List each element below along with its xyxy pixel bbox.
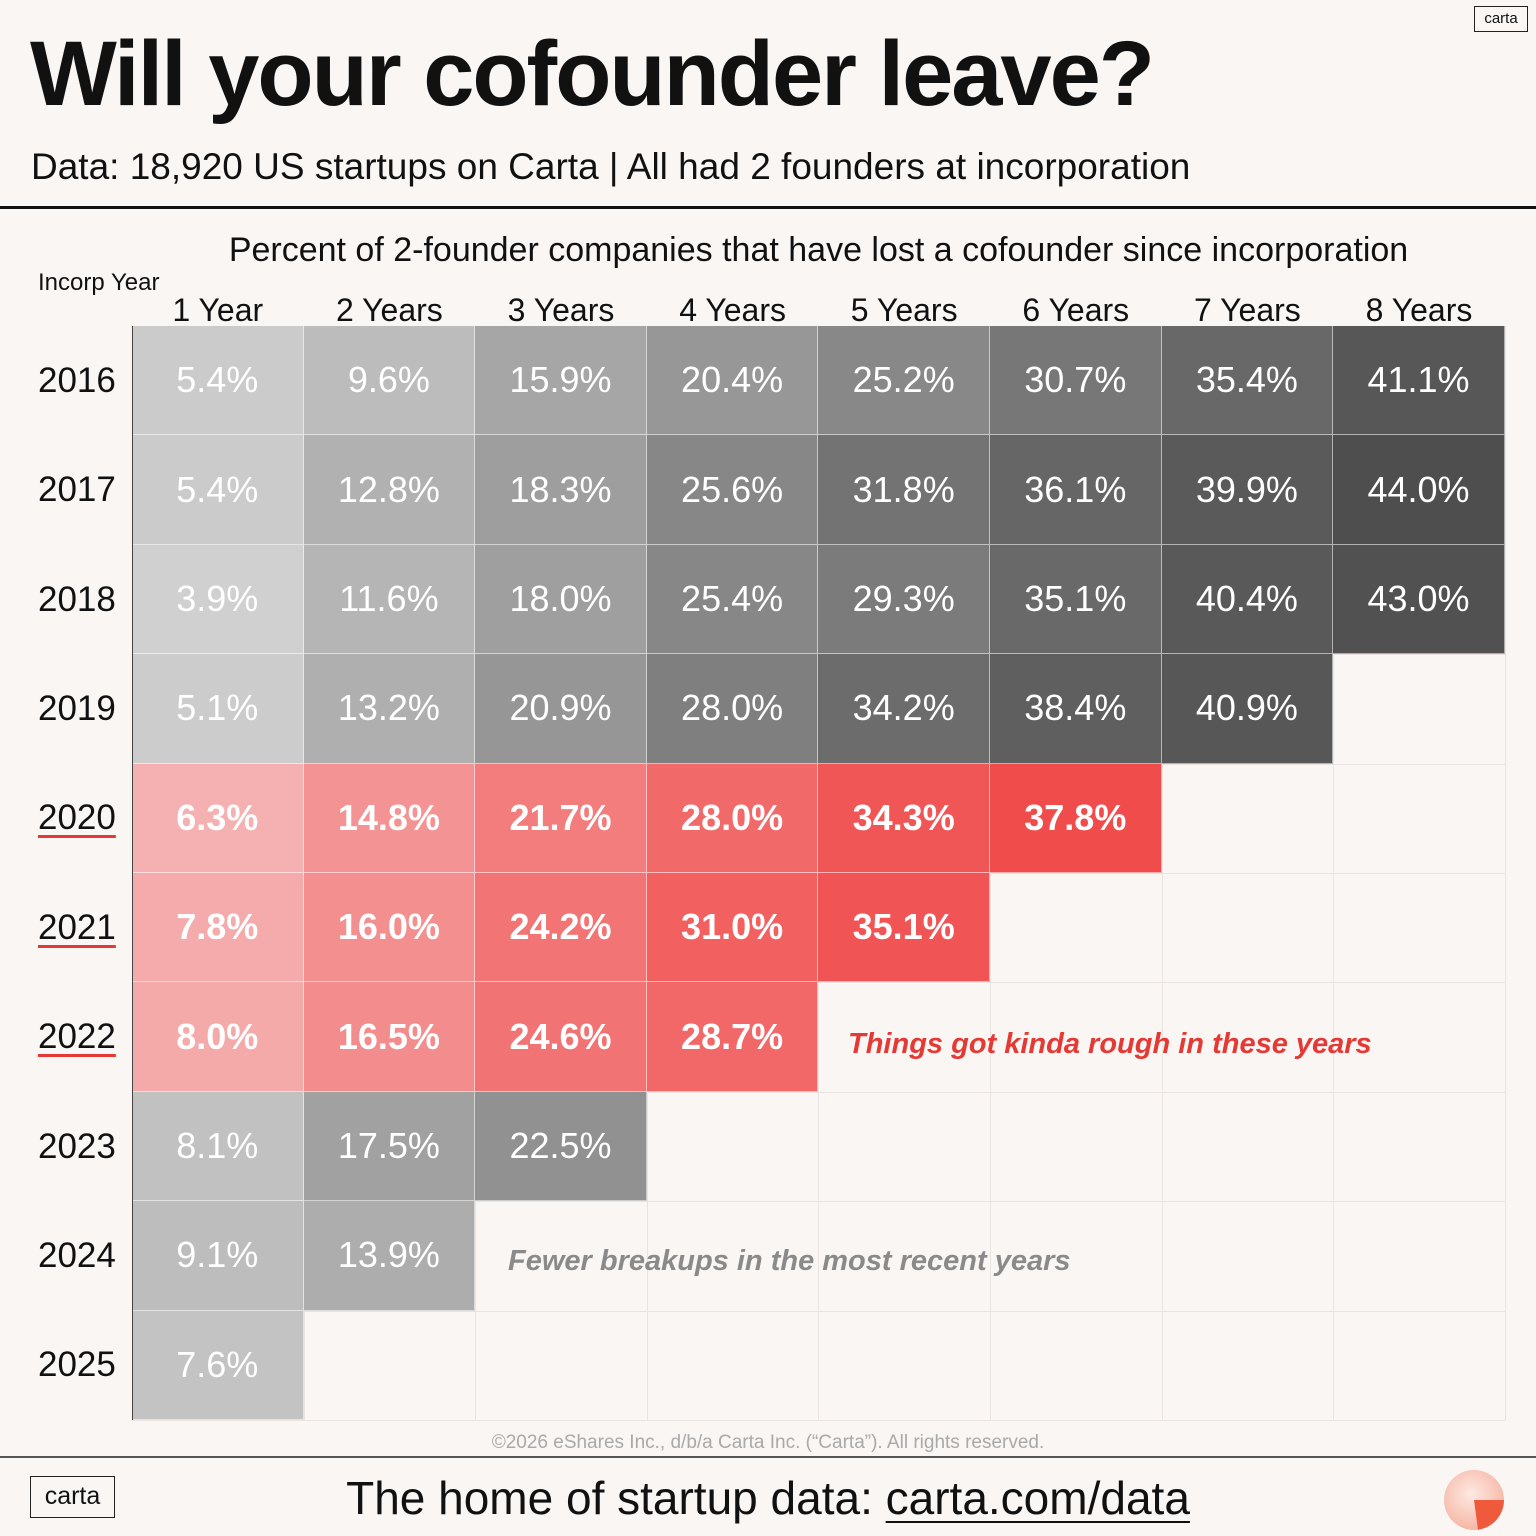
grid-line-horizontal: [132, 1091, 1505, 1093]
heatmap-cell: 7.8%: [132, 873, 304, 983]
tagline-text: The home of startup data:: [346, 1472, 886, 1524]
heatmap-cell: 44.0%: [1333, 435, 1505, 545]
heatmap-cell: 34.3%: [818, 763, 990, 873]
heatmap-cell: 15.9%: [475, 326, 647, 436]
heatmap-cell: 35.1%: [990, 544, 1162, 655]
heatmap-cell: 36.1%: [990, 435, 1162, 545]
heatmap-cell: 34.2%: [818, 654, 990, 764]
row-label-year: 2018: [38, 579, 116, 619]
heatmap-cell: 25.4%: [646, 544, 819, 655]
row-label-year: 2016: [38, 360, 116, 400]
heatmap-cell: 8.1%: [132, 1091, 304, 1202]
heatmap-cell: 5.4%: [132, 435, 304, 545]
column-label: 4 Years: [679, 292, 786, 328]
grid-line-vertical: [1504, 326, 1506, 1420]
heatmap-cell: 6.3%: [132, 763, 304, 873]
heatmap-cell: 18.0%: [475, 544, 647, 655]
column-label: 2 Years: [336, 292, 443, 328]
grid-line-horizontal: [132, 982, 1505, 984]
bottom-divider: [0, 1456, 1536, 1458]
heatmap-cell: 14.8%: [303, 763, 476, 873]
row-label-year: 2019: [38, 688, 116, 728]
heatmap-cell: 20.9%: [475, 654, 647, 764]
heatmap-cell: 28.0%: [646, 654, 819, 764]
heatmap-cell: 40.4%: [1161, 544, 1334, 655]
grid-line-horizontal: [132, 1201, 1505, 1203]
heatmap-cell: 17.5%: [303, 1091, 476, 1202]
heatmap-cell: 37.8%: [990, 763, 1162, 873]
heatmap-cell: 16.0%: [303, 873, 476, 983]
heatmap-cell: 38.4%: [990, 654, 1162, 764]
heatmap-cell: 28.7%: [646, 982, 819, 1092]
column-label: 1 Year: [172, 292, 264, 328]
grey-annotation: Fewer breakups in the most recent years: [508, 1245, 1071, 1277]
heatmap-cell: 43.0%: [1333, 544, 1505, 655]
heatmap-cell: 13.2%: [303, 654, 476, 764]
carta-data-link[interactable]: carta.com/data: [885, 1472, 1190, 1524]
carta-pie-mark-icon: [1444, 1470, 1504, 1530]
heatmap-cell: 5.4%: [132, 326, 304, 436]
grid-line-horizontal: [132, 1420, 1505, 1421]
row-label-year: 2025: [38, 1345, 116, 1385]
heatmap-cell: 8.0%: [132, 982, 304, 1092]
page-subtitle: Data: 18,920 US startups on Carta | All …: [31, 146, 1191, 187]
page-title: Will your cofounder leave?: [30, 23, 1155, 125]
heatmap-cell: 31.0%: [646, 873, 819, 983]
heatmap-cell: 30.7%: [990, 326, 1162, 436]
top-divider: [0, 206, 1536, 209]
heatmap-cell: 22.5%: [475, 1091, 647, 1202]
column-label: 6 Years: [1022, 292, 1130, 328]
heatmap-cell: 9.6%: [303, 326, 476, 436]
column-label: 3 Years: [507, 292, 615, 328]
heatmap-cell: 12.8%: [303, 435, 476, 545]
heatmap-cell: 20.4%: [646, 326, 819, 436]
row-label-year: 2022: [38, 1017, 116, 1057]
heatmap-cell: 24.2%: [475, 873, 647, 983]
heatmap-cell: 11.6%: [303, 544, 476, 655]
row-label-year: 2021: [38, 907, 116, 947]
heatmap-cell: 25.6%: [646, 435, 819, 545]
heatmap-cell: 3.9%: [132, 544, 304, 655]
heatmap-cell: 7.6%: [132, 1310, 304, 1420]
column-label: 7 Years: [1194, 292, 1301, 328]
heatmap-cell: 24.6%: [475, 982, 647, 1092]
footer-tagline: The home of startup data: carta.com/data: [0, 1470, 1536, 1526]
heatmap-cell: 29.3%: [818, 544, 990, 655]
heatmap-cell: 5.1%: [132, 654, 304, 764]
heatmap-cell: 25.2%: [818, 326, 990, 436]
heatmap-cell: 13.9%: [303, 1201, 476, 1311]
heatmap-cell: 40.9%: [1161, 654, 1334, 764]
heatmap-cell: 31.8%: [818, 435, 990, 545]
red-annotation: Things got kinda rough in these years: [848, 1028, 1372, 1060]
column-label: 8 Years: [1365, 292, 1473, 328]
chart-title: Percent of 2-founder companies that have…: [228, 231, 1409, 269]
row-label-year: 2017: [38, 470, 116, 510]
carta-logo-bottom[interactable]: carta: [30, 1476, 115, 1518]
heatmap-cell: 28.0%: [646, 763, 819, 873]
row-label-year: 2020: [38, 798, 116, 838]
heatmap-cell: 9.1%: [132, 1201, 304, 1311]
copyright-notice: ©2026 eShares Inc., d/b/a Carta Inc. (“C…: [491, 1432, 1045, 1453]
row-label-year: 2023: [38, 1126, 116, 1166]
heatmap-cell: 39.9%: [1161, 435, 1334, 545]
heatmap-cell: 21.7%: [475, 763, 647, 873]
row-axis-line: [132, 326, 133, 1420]
heatmap-cell: 41.1%: [1333, 326, 1505, 436]
row-axis-label: Incorp Year: [38, 269, 160, 296]
row-label-year: 2024: [38, 1235, 116, 1275]
column-label: 5 Years: [850, 292, 958, 328]
heatmap-cell: 18.3%: [475, 435, 647, 545]
heatmap-cell: 35.1%: [818, 873, 990, 983]
heatmap-cell: 16.5%: [303, 982, 476, 1092]
carta-logo-top: carta: [1474, 6, 1528, 32]
heatmap-cell: 35.4%: [1161, 326, 1334, 436]
grid-line-horizontal: [132, 1310, 1505, 1312]
